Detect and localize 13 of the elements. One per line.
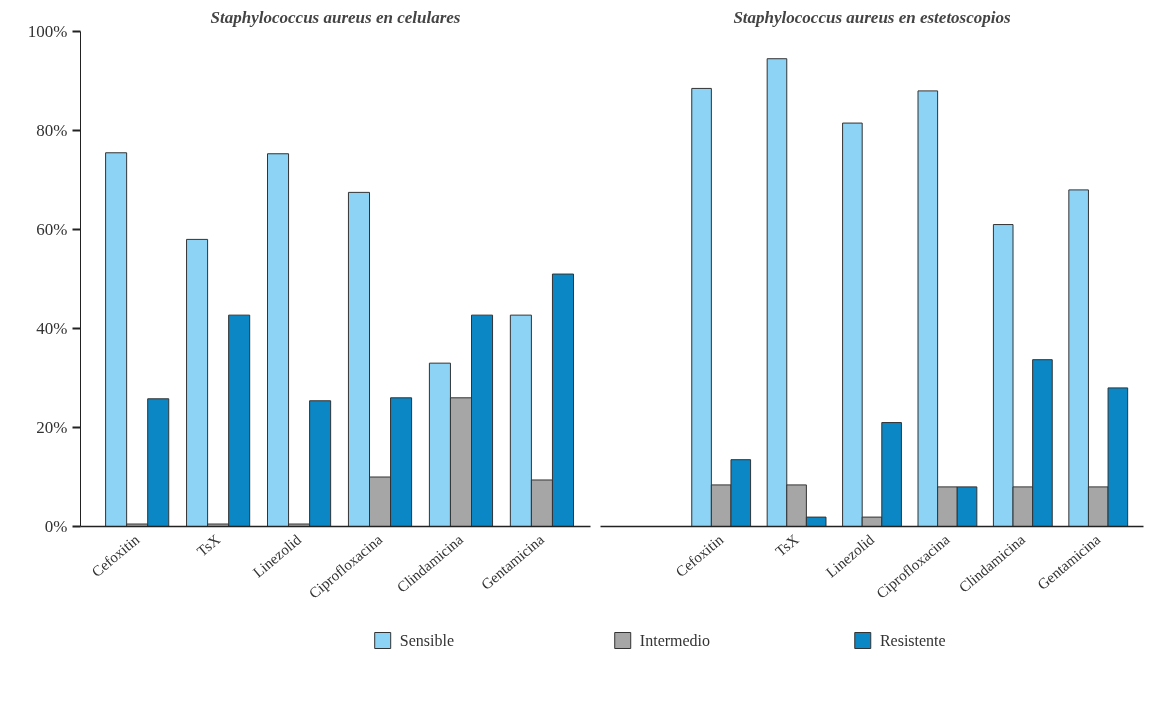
chart-title: Staphylococcus aureus en estetoscopios	[733, 7, 1011, 27]
x-tick-label: TsX	[193, 531, 224, 560]
y-tick-label: 100%	[27, 22, 68, 41]
y-tick-label: 0%	[44, 517, 68, 536]
chart-title: Staphylococcus aureus en celulares	[210, 7, 461, 27]
y-tick-label: 60%	[36, 220, 68, 239]
y-tick-label: 20%	[36, 418, 68, 437]
y-tick-label: 80%	[36, 121, 68, 140]
y-tick-label: 40%	[36, 319, 68, 338]
x-tick-label: TsX	[772, 531, 802, 560]
legend-label: Resistente	[879, 632, 946, 649]
legend-label: Sensible	[399, 632, 455, 649]
legend-label: Intermedio	[639, 632, 711, 649]
